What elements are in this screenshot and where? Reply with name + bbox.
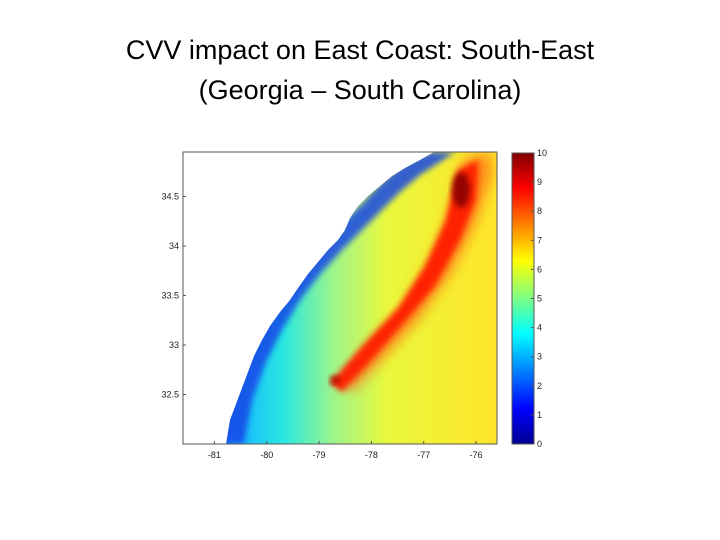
y-tick-label: 34 [169,241,179,251]
colorbar-tick-label: 4 [537,323,542,333]
colorbar-tick-label: 8 [537,206,542,216]
colorbar-tick-label: 9 [537,177,542,187]
x-tick-label: -81 [208,450,221,460]
plot-frame [182,151,498,445]
colorbar-tick-label: 5 [537,294,542,304]
colorbar-tick-label: 6 [537,264,542,274]
colorbar-tick-label: 1 [537,410,542,420]
colorbar [511,152,535,445]
colorbar-tick-label: 3 [537,352,542,362]
y-tick-label: 34.5 [161,192,179,202]
title-line-1: CVV impact on East Coast: South-East [125,35,595,65]
y-tick-label: 33 [169,340,179,350]
nearshore-band [218,152,455,444]
colorbar-tick-label: 2 [537,381,542,391]
x-axis: -81 -80 -79 -78 -77 -76 [208,441,483,460]
impact-max-spot [452,172,470,208]
y-axis: 34.5 34 33.5 33 32.5 [161,192,186,400]
x-tick-label: -76 [470,450,483,460]
land-mass [183,152,434,444]
x-tick-label: -77 [417,450,430,460]
slide-title: CVV impact on East Coast: South-East (Ge… [0,30,720,110]
x-tick-label: -78 [365,450,378,460]
colorbar-tick-label: 0 [537,439,542,449]
impact-end-spot [330,375,340,385]
colorbar-tick-label: 7 [537,235,542,245]
x-tick-label: -79 [313,450,326,460]
y-tick-label: 32.5 [161,390,179,400]
y-tick-label: 33.5 [161,291,179,301]
title-line-2: (Georgia – South Carolina) [198,75,522,105]
plot-area [183,152,497,444]
colorbar-tick-label: 10 [537,148,547,158]
x-tick-label: -80 [260,450,273,460]
